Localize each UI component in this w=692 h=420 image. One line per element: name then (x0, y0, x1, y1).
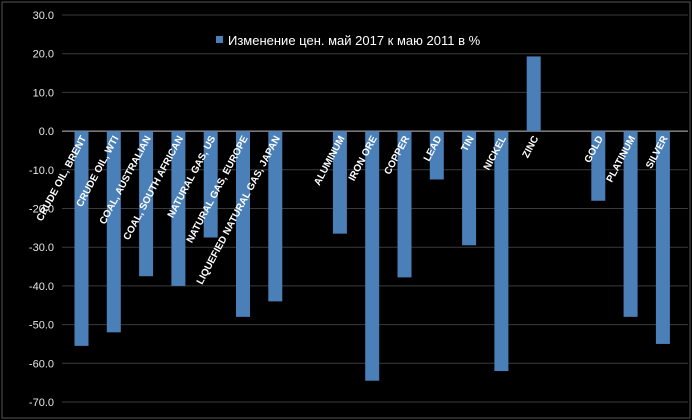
bar (462, 131, 477, 246)
y-tick-label: 30.0 (33, 10, 54, 22)
y-axis-ticks: 30.0 20.0 10.0 0.0 -10.0 -20.0 -30.0 -40.0 -50.0… (29, 10, 54, 409)
y-tick-label: -40.0 (29, 281, 54, 293)
legend-label: Изменение цен. май 2017 к маю 2011 в % (228, 33, 481, 48)
y-tick-label: -10.0 (29, 165, 54, 177)
y-tick-label: -30.0 (29, 242, 54, 254)
y-tick-label: 20.0 (33, 49, 54, 61)
bar (106, 131, 121, 333)
bar (171, 131, 186, 286)
legend: Изменение цен. май 2017 к маю 2011 в % (216, 33, 481, 48)
bar (203, 131, 218, 238)
bar (429, 131, 444, 180)
bar (591, 131, 606, 201)
bar (236, 131, 250, 317)
bar (74, 131, 89, 346)
bar (655, 131, 670, 344)
bar (526, 56, 541, 132)
y-tick-label: -60.0 (29, 358, 54, 370)
bar (139, 131, 154, 277)
y-tick-label: 0.0 (39, 126, 54, 138)
bar (623, 131, 638, 317)
bar (332, 131, 347, 234)
bars (74, 56, 670, 381)
bar (365, 131, 380, 381)
y-tick-label: 10.0 (33, 87, 54, 99)
bar (494, 131, 509, 372)
y-tick-label: -20.0 (29, 204, 54, 216)
y-tick-label: -50.0 (29, 320, 54, 332)
legend-swatch (216, 36, 223, 43)
bar (397, 131, 412, 278)
bar (268, 131, 283, 302)
y-tick-label: -70.0 (29, 397, 54, 409)
